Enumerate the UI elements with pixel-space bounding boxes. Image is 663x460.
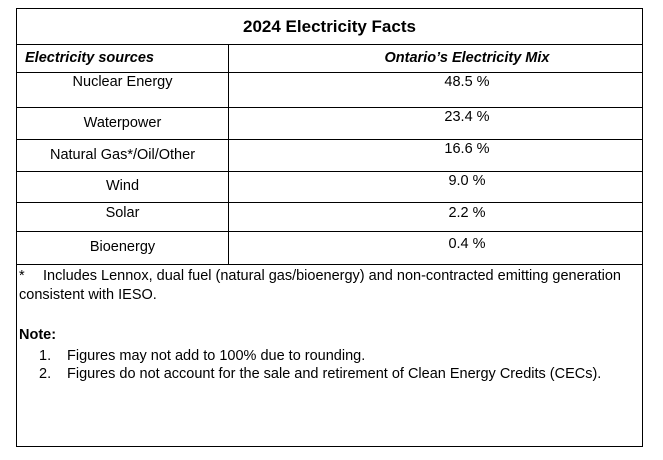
table-title: 2024 Electricity Facts	[17, 9, 642, 45]
table-row-solar: Solar 2.2 %	[17, 203, 642, 232]
table-row-waterpower: Waterpower 23.4 %	[17, 108, 642, 140]
source-cell: Solar	[105, 205, 140, 221]
footnote-text: Includes Lennox, dual fuel (natural gas/…	[19, 268, 621, 303]
column-divider	[228, 44, 229, 265]
table-row-natural-gas: Natural Gas*/Oil/Other 16.6 %	[17, 140, 642, 172]
source-cell: Nuclear Energy	[72, 74, 173, 90]
source-cell: Natural Gas*/Oil/Other	[49, 147, 196, 163]
source-cell: Wind	[105, 178, 140, 194]
note-text: Figures may not add to 100% due to round…	[67, 348, 366, 364]
note-list: 1. Figures may not add to 100% due to ro…	[39, 347, 619, 383]
note-heading: Note:	[19, 327, 57, 343]
table-row-wind: Wind 9.0 %	[17, 172, 642, 203]
note-number: 1.	[39, 348, 52, 364]
header-electricity-mix: Ontario’s Electricity Mix	[384, 50, 550, 66]
note-number: 2.	[39, 366, 52, 382]
table-row-bioenergy: Bioenergy 0.4 %	[17, 232, 642, 265]
value-cell: 2.2 %	[448, 205, 486, 221]
note-text: Figures do not account for the sale and …	[67, 366, 602, 382]
note-item: 2. Figures do not account for the sale a…	[39, 365, 619, 383]
value-cell: 23.4 %	[444, 109, 490, 125]
table-row-nuclear: Nuclear Energy 48.5 %	[17, 72, 642, 108]
table-header-row: Electricity sources Ontario’s Electricit…	[17, 44, 642, 73]
source-cell: Waterpower	[83, 115, 162, 131]
footnote: * Includes Lennox, dual fuel (natural ga…	[19, 267, 634, 305]
source-cell: Bioenergy	[89, 239, 156, 255]
value-cell: 0.4 %	[448, 236, 486, 252]
value-cell: 16.6 %	[444, 141, 490, 157]
value-cell: 9.0 %	[448, 173, 486, 189]
header-electricity-sources: Electricity sources	[25, 50, 154, 66]
electricity-facts-table: 2024 Electricity Facts Electricity sourc…	[16, 8, 643, 447]
note-item: 1. Figures may not add to 100% due to ro…	[39, 347, 619, 365]
footnote-marker: *	[19, 268, 25, 284]
value-cell: 48.5 %	[444, 74, 490, 90]
